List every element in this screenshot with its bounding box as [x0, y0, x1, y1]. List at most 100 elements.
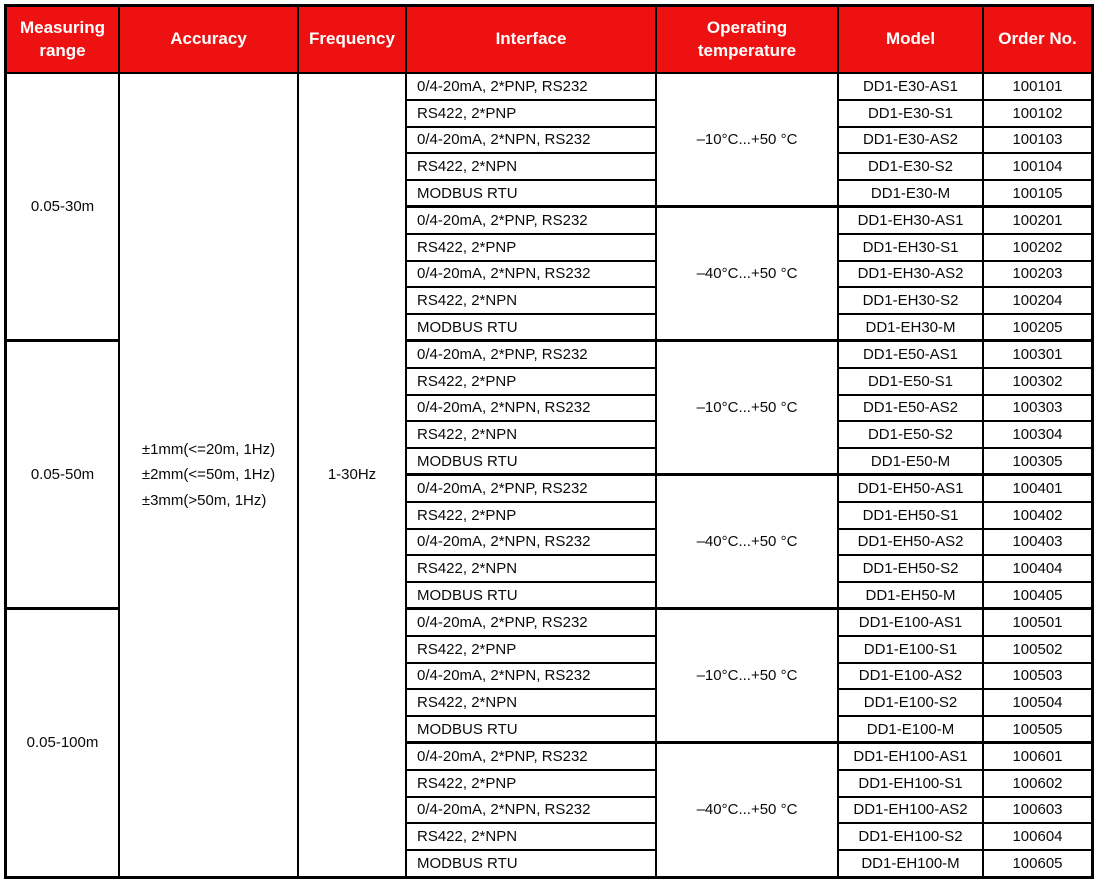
- order-no-cell: 100402: [984, 502, 1091, 528]
- header-measuring-range: Measuring range: [7, 7, 118, 72]
- model-cell: DD1-EH30-AS1: [839, 207, 982, 233]
- interface-cell: 0/4-20mA, 2*NPN, RS232: [407, 797, 655, 823]
- interface-cell: RS422, 2*PNP: [407, 636, 655, 662]
- model-cell: DD1-E30-S1: [839, 100, 982, 126]
- interface-cell: 0/4-20mA, 2*PNP, RS232: [407, 743, 655, 769]
- measuring-range-cell: 0.05-30m: [7, 74, 118, 340]
- model-cell: DD1-E100-S1: [839, 636, 982, 662]
- order-no-cell: 100103: [984, 127, 1091, 153]
- order-no-cell: 100604: [984, 824, 1091, 850]
- model-cell: DD1-E50-AS2: [839, 395, 982, 421]
- interface-cell: 0/4-20mA, 2*NPN, RS232: [407, 529, 655, 555]
- accuracy-lines: ±1mm(<=20m, 1Hz) ±2mm(<=50m, 1Hz) ±3mm(>50…: [142, 437, 275, 514]
- interface-cell: MODBUS RTU: [407, 583, 655, 608]
- header-order-no: Order No.: [984, 7, 1091, 72]
- interface-cell: RS422, 2*PNP: [407, 100, 655, 126]
- interface-cell: 0/4-20mA, 2*NPN, RS232: [407, 663, 655, 689]
- order-no-cell: 100404: [984, 556, 1091, 582]
- header-frequency: Frequency: [299, 7, 405, 72]
- model-cell: DD1-EH50-S2: [839, 556, 982, 582]
- order-no-cell: 100101: [984, 74, 1091, 99]
- order-no-cell: 100605: [984, 851, 1091, 876]
- measuring-range-cell: 0.05-50m: [7, 341, 118, 608]
- interface-cell: RS422, 2*NPN: [407, 154, 655, 180]
- model-cell: DD1-EH50-AS2: [839, 529, 982, 555]
- model-cell: DD1-E30-S2: [839, 154, 982, 180]
- interface-cell: 0/4-20mA, 2*NPN, RS232: [407, 261, 655, 287]
- order-no-cell: 100504: [984, 690, 1091, 716]
- interface-cell: RS422, 2*NPN: [407, 288, 655, 314]
- measuring-range-cell: 0.05-100m: [7, 609, 118, 876]
- model-cell: DD1-EH100-S1: [839, 770, 982, 796]
- frequency-cell: 1-30Hz: [299, 74, 405, 876]
- model-cell: DD1-E100-S2: [839, 690, 982, 716]
- temperature-cell: –40°C...+50 °C: [657, 207, 837, 340]
- interface-cell: RS422, 2*NPN: [407, 690, 655, 716]
- interface-cell: RS422, 2*PNP: [407, 368, 655, 394]
- order-no-cell: 100204: [984, 288, 1091, 314]
- order-no-cell: 100505: [984, 717, 1091, 742]
- model-cell: DD1-E50-M: [839, 449, 982, 474]
- order-no-cell: 100401: [984, 475, 1091, 501]
- model-cell: DD1-EH30-M: [839, 315, 982, 340]
- interface-cell: MODBUS RTU: [407, 181, 655, 206]
- order-no-cell: 100501: [984, 609, 1091, 635]
- temperature-cell: –10°C...+50 °C: [657, 74, 837, 206]
- model-cell: DD1-E100-M: [839, 717, 982, 742]
- interface-cell: 0/4-20mA, 2*PNP, RS232: [407, 609, 655, 635]
- model-cell: DD1-EH30-AS2: [839, 261, 982, 287]
- model-cell: DD1-E50-S2: [839, 422, 982, 448]
- interface-cell: RS422, 2*NPN: [407, 556, 655, 582]
- interface-cell: RS422, 2*PNP: [407, 234, 655, 260]
- interface-cell: MODBUS RTU: [407, 717, 655, 742]
- model-cell: DD1-EH100-AS1: [839, 743, 982, 769]
- model-cell: DD1-EH100-M: [839, 851, 982, 876]
- order-no-cell: 100105: [984, 181, 1091, 206]
- temperature-cell: –40°C...+50 °C: [657, 475, 837, 608]
- order-no-cell: 100303: [984, 395, 1091, 421]
- model-cell: DD1-E50-S1: [839, 368, 982, 394]
- header-accuracy: Accuracy: [120, 7, 297, 72]
- interface-cell: RS422, 2*PNP: [407, 770, 655, 796]
- interface-cell: 0/4-20mA, 2*PNP, RS232: [407, 74, 655, 99]
- interface-cell: 0/4-20mA, 2*NPN, RS232: [407, 127, 655, 153]
- order-no-cell: 100503: [984, 663, 1091, 689]
- model-cell: DD1-EH30-S2: [839, 288, 982, 314]
- order-no-cell: 100305: [984, 449, 1091, 474]
- order-no-cell: 100603: [984, 797, 1091, 823]
- accuracy-line: ±1mm(<=20m, 1Hz): [141, 440, 276, 458]
- order-no-cell: 100405: [984, 583, 1091, 608]
- order-no-cell: 100205: [984, 315, 1091, 340]
- accuracy-cell: ±1mm(<=20m, 1Hz) ±2mm(<=50m, 1Hz) ±3mm(>50…: [120, 74, 297, 876]
- interface-cell: RS422, 2*NPN: [407, 422, 655, 448]
- order-no-cell: 100201: [984, 207, 1091, 233]
- interface-cell: MODBUS RTU: [407, 315, 655, 340]
- order-no-cell: 100502: [984, 636, 1091, 662]
- interface-cell: 0/4-20mA, 2*PNP, RS232: [407, 207, 655, 233]
- interface-cell: RS422, 2*PNP: [407, 502, 655, 528]
- model-cell: DD1-E50-AS1: [839, 341, 982, 367]
- order-no-cell: 100104: [984, 154, 1091, 180]
- model-cell: DD1-EH50-AS1: [839, 475, 982, 501]
- order-no-cell: 100304: [984, 422, 1091, 448]
- order-no-cell: 100202: [984, 234, 1091, 260]
- model-cell: DD1-EH50-M: [839, 583, 982, 608]
- order-no-cell: 100302: [984, 368, 1091, 394]
- order-no-cell: 100102: [984, 100, 1091, 126]
- accuracy-line: ±3mm(>50m, 1Hz): [141, 491, 267, 509]
- interface-cell: 0/4-20mA, 2*NPN, RS232: [407, 395, 655, 421]
- interface-cell: MODBUS RTU: [407, 449, 655, 474]
- model-cell: DD1-EH100-AS2: [839, 797, 982, 823]
- interface-cell: 0/4-20mA, 2*PNP, RS232: [407, 475, 655, 501]
- model-cell: DD1-E30-M: [839, 181, 982, 206]
- interface-cell: RS422, 2*NPN: [407, 824, 655, 850]
- spec-sheet: Measuring range Accuracy Frequency Inter…: [4, 4, 1094, 879]
- temperature-cell: –10°C...+50 °C: [657, 609, 837, 742]
- order-no-cell: 100301: [984, 341, 1091, 367]
- header-model: Model: [839, 7, 982, 72]
- interface-cell: 0/4-20mA, 2*PNP, RS232: [407, 341, 655, 367]
- order-no-cell: 100601: [984, 743, 1091, 769]
- model-cell: DD1-E100-AS1: [839, 609, 982, 635]
- model-cell: DD1-EH30-S1: [839, 234, 982, 260]
- order-no-cell: 100203: [984, 261, 1091, 287]
